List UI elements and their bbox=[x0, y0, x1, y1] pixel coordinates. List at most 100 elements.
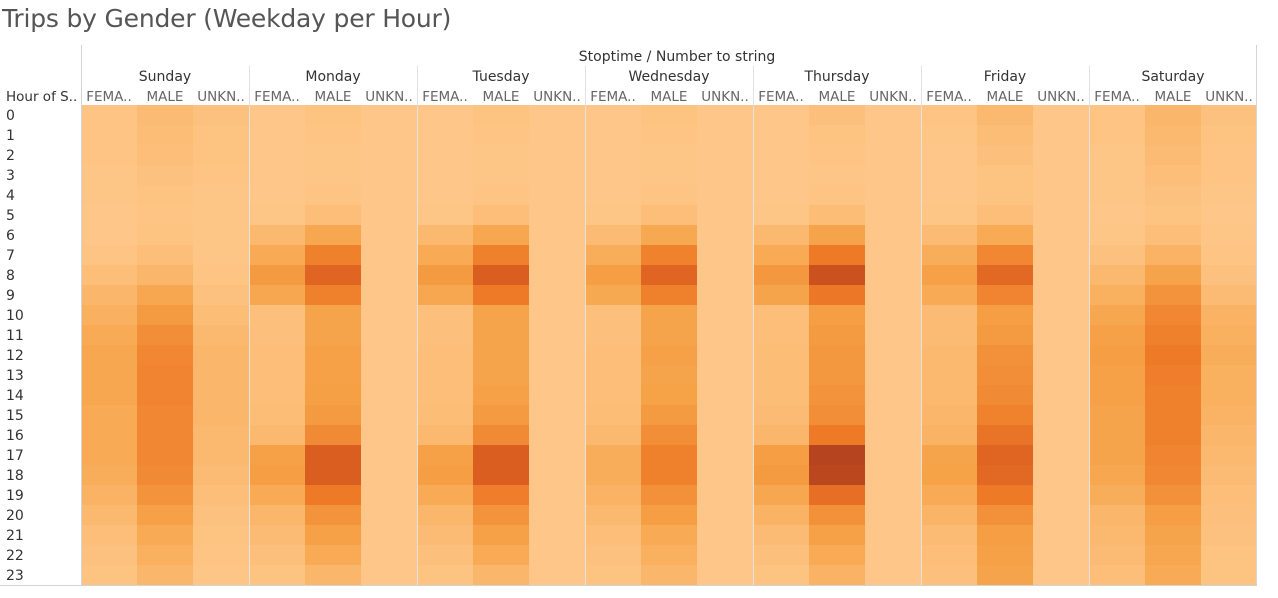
heatmap-cell-tuesday-male-h5 bbox=[473, 205, 529, 225]
day-header-wednesday: Wednesday bbox=[628, 69, 709, 85]
heatmap-cell-monday-unkn-h15 bbox=[361, 405, 417, 425]
heatmap-cell-thursday-male-h2 bbox=[809, 145, 865, 165]
heatmap-cell-monday-fema-h16 bbox=[249, 425, 305, 445]
heatmap-cell-saturday-male-h13 bbox=[1145, 365, 1201, 385]
heatmap-cell-saturday-unkn-h0 bbox=[1201, 105, 1257, 125]
heatmap-cell-wednesday-unkn-h17 bbox=[697, 445, 753, 465]
heatmap-cell-tuesday-male-h9 bbox=[473, 285, 529, 305]
heatmap-cell-sunday-unkn-h10 bbox=[193, 305, 249, 325]
gender-header-saturday-fema: FEMA.. bbox=[1094, 89, 1140, 105]
heatmap-cell-wednesday-male-h19 bbox=[641, 485, 697, 505]
heatmap-cell-wednesday-fema-h14 bbox=[585, 385, 641, 405]
heatmap-cell-friday-fema-h18 bbox=[921, 465, 977, 485]
heatmap-cell-wednesday-fema-h22 bbox=[585, 545, 641, 565]
heatmap-cell-monday-unkn-h16 bbox=[361, 425, 417, 445]
heatmap-cell-friday-fema-h14 bbox=[921, 385, 977, 405]
heatmap-cell-wednesday-fema-h20 bbox=[585, 505, 641, 525]
heatmap-cell-thursday-fema-h6 bbox=[753, 225, 809, 245]
heatmap-cell-monday-male-h20 bbox=[305, 505, 361, 525]
heatmap-cell-monday-fema-h10 bbox=[249, 305, 305, 325]
heatmap-cell-tuesday-unkn-h23 bbox=[529, 565, 585, 585]
heatmap-cell-thursday-unkn-h2 bbox=[865, 145, 921, 165]
heatmap-cell-sunday-unkn-h4 bbox=[193, 185, 249, 205]
heatmap-cell-wednesday-fema-h4 bbox=[585, 185, 641, 205]
heatmap-cell-saturday-unkn-h23 bbox=[1201, 565, 1257, 585]
heatmap-cell-friday-unkn-h7 bbox=[1033, 245, 1089, 265]
heatmap-cell-thursday-fema-h21 bbox=[753, 525, 809, 545]
heatmap-cell-sunday-unkn-h13 bbox=[193, 365, 249, 385]
heatmap-cell-saturday-fema-h4 bbox=[1089, 185, 1145, 205]
heatmap-cell-friday-fema-h2 bbox=[921, 145, 977, 165]
gender-header-saturday-unkn: UNKN.. bbox=[1205, 89, 1253, 105]
heatmap-cell-saturday-male-h2 bbox=[1145, 145, 1201, 165]
heatmap-cell-wednesday-male-h18 bbox=[641, 465, 697, 485]
heatmap-cell-sunday-unkn-h16 bbox=[193, 425, 249, 445]
heatmap-cell-monday-male-h12 bbox=[305, 345, 361, 365]
heatmap-cell-saturday-unkn-h10 bbox=[1201, 305, 1257, 325]
gender-header-sunday-male: MALE bbox=[147, 89, 184, 105]
heatmap-cell-monday-unkn-h21 bbox=[361, 525, 417, 545]
heatmap-cell-thursday-fema-h20 bbox=[753, 505, 809, 525]
heatmap-cell-saturday-unkn-h14 bbox=[1201, 385, 1257, 405]
heatmap-cell-monday-male-h2 bbox=[305, 145, 361, 165]
heatmap-cell-saturday-fema-h17 bbox=[1089, 445, 1145, 465]
chart-title: Trips by Gender (Weekday per Hour) bbox=[2, 4, 452, 33]
hour-label-2: 2 bbox=[6, 148, 15, 164]
heatmap-cell-sunday-unkn-h1 bbox=[193, 125, 249, 145]
heatmap-cell-wednesday-unkn-h23 bbox=[697, 565, 753, 585]
heatmap-cell-wednesday-fema-h16 bbox=[585, 425, 641, 445]
heatmap-cell-friday-fema-h15 bbox=[921, 405, 977, 425]
heatmap-cell-sunday-fema-h8 bbox=[81, 265, 137, 285]
heatmap-cell-monday-male-h4 bbox=[305, 185, 361, 205]
heatmap-cell-tuesday-unkn-h22 bbox=[529, 545, 585, 565]
heatmap-cell-friday-unkn-h8 bbox=[1033, 265, 1089, 285]
heatmap-cell-thursday-unkn-h9 bbox=[865, 285, 921, 305]
heatmap-cell-thursday-male-h13 bbox=[809, 365, 865, 385]
heatmap-cell-saturday-unkn-h8 bbox=[1201, 265, 1257, 285]
heatmap-cell-monday-fema-h3 bbox=[249, 165, 305, 185]
heatmap-cell-wednesday-unkn-h5 bbox=[697, 205, 753, 225]
heatmap-cell-tuesday-male-h12 bbox=[473, 345, 529, 365]
heatmap-cell-sunday-male-h10 bbox=[137, 305, 193, 325]
heatmap-cell-monday-unkn-h3 bbox=[361, 165, 417, 185]
heatmap-cell-saturday-male-h12 bbox=[1145, 345, 1201, 365]
heatmap-cell-friday-male-h21 bbox=[977, 525, 1033, 545]
heatmap-cell-sunday-male-h6 bbox=[137, 225, 193, 245]
heatmap-cell-thursday-male-h4 bbox=[809, 185, 865, 205]
heatmap-cell-friday-male-h1 bbox=[977, 125, 1033, 145]
heatmap-cell-sunday-unkn-h23 bbox=[193, 565, 249, 585]
heatmap-cell-tuesday-fema-h10 bbox=[417, 305, 473, 325]
heatmap-cell-monday-fema-h18 bbox=[249, 465, 305, 485]
heatmap-cell-saturday-male-h9 bbox=[1145, 285, 1201, 305]
heatmap-cell-thursday-unkn-h5 bbox=[865, 205, 921, 225]
heatmap-cell-tuesday-male-h8 bbox=[473, 265, 529, 285]
heatmap-cell-tuesday-male-h17 bbox=[473, 445, 529, 465]
day-header-friday: Friday bbox=[984, 69, 1026, 85]
heatmap-cell-monday-male-h18 bbox=[305, 465, 361, 485]
heatmap-cell-friday-fema-h21 bbox=[921, 525, 977, 545]
heatmap-cell-wednesday-fema-h0 bbox=[585, 105, 641, 125]
heatmap-cell-friday-unkn-h15 bbox=[1033, 405, 1089, 425]
heatmap-cell-saturday-fema-h6 bbox=[1089, 225, 1145, 245]
heatmap-cell-saturday-fema-h0 bbox=[1089, 105, 1145, 125]
heatmap-cell-thursday-fema-h22 bbox=[753, 545, 809, 565]
heatmap-cell-monday-male-h9 bbox=[305, 285, 361, 305]
heatmap-cell-thursday-fema-h2 bbox=[753, 145, 809, 165]
heatmap-cell-thursday-fema-h15 bbox=[753, 405, 809, 425]
heatmap-cell-sunday-male-h23 bbox=[137, 565, 193, 585]
heatmap-cell-saturday-fema-h5 bbox=[1089, 205, 1145, 225]
heatmap-cell-saturday-unkn-h22 bbox=[1201, 545, 1257, 565]
heatmap-cell-monday-unkn-h10 bbox=[361, 305, 417, 325]
hour-label-1: 1 bbox=[6, 128, 15, 144]
heatmap-cell-saturday-unkn-h16 bbox=[1201, 425, 1257, 445]
heatmap-cell-wednesday-male-h12 bbox=[641, 345, 697, 365]
heatmap-cell-friday-male-h23 bbox=[977, 565, 1033, 585]
heatmap-cell-tuesday-fema-h8 bbox=[417, 265, 473, 285]
heatmap-cell-saturday-unkn-h9 bbox=[1201, 285, 1257, 305]
heatmap-cell-thursday-unkn-h8 bbox=[865, 265, 921, 285]
heatmap-cell-monday-unkn-h5 bbox=[361, 205, 417, 225]
heatmap-cell-wednesday-unkn-h14 bbox=[697, 385, 753, 405]
heatmap-cell-saturday-fema-h18 bbox=[1089, 465, 1145, 485]
heatmap-cell-tuesday-fema-h9 bbox=[417, 285, 473, 305]
heatmap-cell-sunday-unkn-h9 bbox=[193, 285, 249, 305]
